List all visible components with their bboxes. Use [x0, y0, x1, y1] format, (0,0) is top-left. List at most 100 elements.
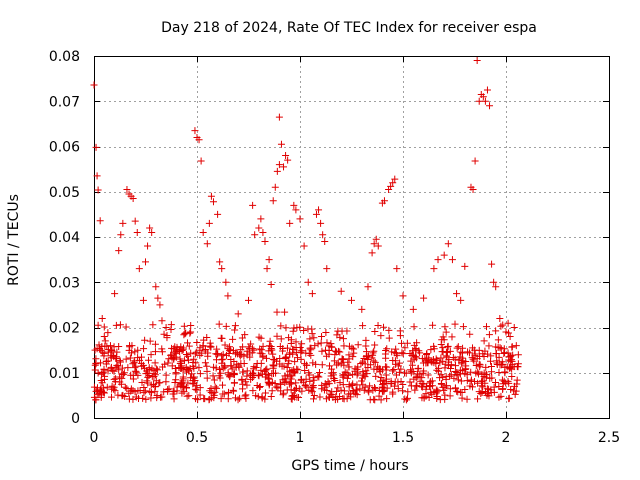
data-point [147, 351, 155, 359]
data-point [125, 389, 133, 397]
data-point [213, 345, 221, 353]
data-point [298, 340, 306, 348]
data-point [152, 283, 160, 291]
data-point [372, 372, 380, 380]
data-point [459, 323, 467, 331]
data-point [453, 290, 461, 298]
data-point [121, 392, 129, 400]
data-point [387, 377, 395, 385]
data-point [162, 378, 170, 386]
data-point [436, 359, 444, 367]
data-point [118, 364, 126, 372]
data-point [318, 361, 326, 369]
data-point [510, 387, 518, 395]
data-point [145, 372, 153, 380]
data-point [410, 356, 418, 364]
data-point [258, 350, 266, 358]
data-point [433, 366, 441, 374]
data-point [339, 373, 347, 381]
data-point [492, 327, 500, 335]
data-point [485, 331, 493, 339]
data-point [282, 152, 290, 160]
data-point [478, 389, 486, 397]
data-point [142, 395, 150, 403]
data-point [495, 353, 503, 361]
data-point [330, 374, 338, 382]
data-point [277, 335, 285, 343]
data-point [141, 336, 149, 344]
data-point [297, 355, 305, 363]
data-point [133, 368, 141, 376]
data-point [257, 334, 265, 342]
data-point [248, 349, 256, 357]
data-point [270, 356, 278, 364]
data-point [287, 395, 295, 403]
data-point [137, 353, 145, 361]
data-point [375, 387, 383, 395]
data-point [288, 371, 296, 379]
data-point [273, 332, 281, 340]
data-point [310, 392, 318, 400]
x-axis-label: GPS time / hours [291, 458, 408, 474]
data-point [357, 359, 365, 367]
data-point [106, 342, 114, 350]
data-point [505, 356, 513, 364]
data-point [158, 393, 166, 401]
data-point [358, 377, 366, 385]
data-point [457, 348, 465, 356]
data-point [210, 363, 218, 371]
data-point [504, 319, 512, 327]
data-point [359, 358, 367, 366]
data-point [123, 185, 131, 193]
data-point [381, 363, 389, 371]
data-point [292, 338, 300, 346]
data-point [420, 294, 428, 302]
data-point [374, 242, 382, 250]
data-point [146, 337, 154, 345]
data-point [130, 359, 138, 367]
data-point [203, 367, 211, 375]
data-point [399, 387, 407, 395]
data-point [314, 372, 322, 380]
data-point [470, 357, 478, 365]
data-point [142, 258, 149, 266]
data-point [259, 228, 267, 236]
data-point [131, 367, 139, 375]
y-axis-label: ROTI / TECUs [6, 194, 22, 286]
data-point [232, 348, 240, 356]
data-point [380, 379, 388, 387]
data-point [495, 382, 503, 390]
data-point [508, 343, 516, 351]
data-point [218, 265, 226, 273]
data-point [219, 381, 227, 389]
data-point [257, 359, 265, 367]
data-point [371, 358, 379, 366]
data-point [362, 336, 370, 344]
data-point [115, 247, 123, 255]
data-point [158, 345, 166, 353]
data-point [104, 357, 112, 365]
data-point [93, 172, 101, 180]
data-point [364, 356, 372, 364]
data-point [287, 340, 295, 348]
data-point [144, 242, 152, 250]
data-point [183, 339, 191, 347]
data-point [95, 341, 103, 349]
data-point [485, 342, 493, 350]
data-point [439, 383, 447, 391]
data-point [309, 359, 317, 367]
data-point [92, 143, 100, 151]
data-point [341, 368, 349, 376]
data-point [382, 347, 390, 355]
data-point [158, 317, 166, 325]
data-point [172, 376, 180, 384]
data-point [238, 334, 246, 342]
data-point [225, 349, 233, 357]
data-point [133, 228, 141, 236]
data-point [245, 296, 252, 304]
data-point [262, 366, 270, 374]
data-point [277, 387, 285, 395]
data-point [469, 355, 477, 363]
data-point [222, 322, 230, 330]
data-point [135, 394, 143, 402]
